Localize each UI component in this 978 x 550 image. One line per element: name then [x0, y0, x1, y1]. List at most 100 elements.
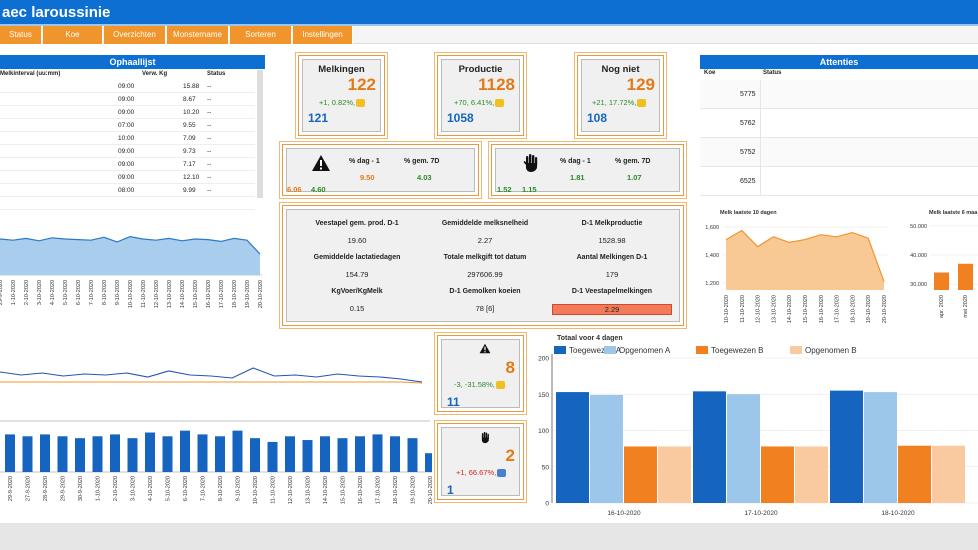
kg-cell: 9.73 — [183, 148, 196, 155]
bar — [40, 434, 50, 472]
thumbs-up-icon — [495, 99, 505, 108]
y-tick-label: 1,400 — [705, 253, 719, 259]
stat-value: 179 — [605, 270, 619, 279]
kg-cell: 8.67 — [183, 96, 196, 103]
interval-cell: 09:00 — [118, 83, 135, 90]
x-tick-label: 15-10-2020 — [193, 280, 199, 308]
bar — [180, 430, 190, 472]
bar — [390, 436, 400, 472]
interval-cell: 09:00 — [118, 148, 135, 155]
legend-swatch — [790, 346, 802, 354]
attentie-row[interactable]: 5762 — [700, 109, 978, 138]
table-row[interactable]: 07:00 9.55 -- — [0, 119, 255, 132]
stat-value: 297606.99 — [467, 270, 503, 279]
warning-value-b: 4.60 — [311, 185, 326, 194]
table-row[interactable]: 10:00 7.09 -- — [0, 132, 255, 145]
stat-label: Aantal Melkingen D-1 — [576, 254, 648, 261]
bar — [92, 436, 103, 472]
x-tick-label: 28-9-2020 — [43, 476, 49, 501]
menu-sorteren[interactable]: Sorteren — [230, 26, 292, 44]
column-melkinterval: Melkinterval (uu:mm) — [0, 71, 61, 77]
warning-value-a: 6.06 — [287, 185, 302, 194]
x-tick-label: 9-10-2020 — [115, 280, 121, 305]
x-tick-label: 12-10-2020 — [756, 295, 762, 323]
bar — [22, 436, 33, 472]
x-tick-label: 14-10-2020 — [180, 280, 186, 308]
column-koe: Koe — [704, 70, 716, 76]
menu-monstername[interactable]: Monstername — [167, 26, 229, 44]
stop-count-panel: 2 +1, 66.67%, 1 — [437, 423, 524, 500]
attentie-row[interactable]: 6525 — [700, 167, 978, 196]
x-tick-label: 17-10-2020 — [219, 280, 225, 308]
menu-status[interactable]: Status — [0, 26, 42, 44]
status-cell: -- — [207, 96, 212, 103]
bar — [232, 430, 243, 472]
bar — [5, 434, 15, 472]
daily-production-area-chart: 29-9-2020 1-10-2020 2-10-2020 3-10-2020 4-10… — [0, 235, 264, 308]
bar — [197, 434, 208, 472]
bar — [302, 440, 313, 472]
x-tick-label: 6-10-2020 — [76, 280, 82, 305]
chart-title: Melk laatste 6 maa — [929, 210, 978, 216]
attentie-row[interactable]: 5775 — [700, 80, 978, 109]
bar — [320, 436, 330, 472]
x-tick-label: 29-9-2020 — [61, 476, 67, 501]
x-tick-label: 30-9-2020 — [78, 476, 84, 501]
table-row[interactable]: 08:00 9.99 -- — [0, 184, 255, 197]
y-tick-label: 200 — [538, 356, 549, 363]
kpi-melkingen-title: Melkingen — [318, 64, 365, 75]
bar — [110, 434, 120, 472]
x-tick-label: 2-10-2020 — [113, 476, 119, 501]
menu-koe[interactable]: Koe — [43, 26, 103, 44]
bar — [864, 392, 897, 503]
interval-cell: 09:00 — [118, 161, 135, 168]
x-tick-label: 27-9-2020 — [26, 476, 32, 501]
x-tick-label: 17-10-2020 — [376, 476, 382, 504]
y-tick-label: 0 — [545, 501, 549, 508]
stop-7d-value: 1.07 — [627, 173, 642, 182]
table-row[interactable]: 09:00 10.20 -- — [0, 106, 255, 119]
series-line-0 — [0, 367, 423, 383]
x-tick-label: 7-10-2020 — [201, 476, 207, 501]
attentie-row[interactable]: 5752 — [700, 138, 978, 167]
x-tick-label: 1-10-2020 — [96, 476, 102, 501]
kg-cell: 10.20 — [183, 109, 200, 116]
x-tick-label: 5-10-2020 — [63, 280, 69, 305]
bar — [285, 436, 295, 472]
x-tick-label: 4-10-2020 — [50, 280, 56, 305]
thumbs-up-icon — [356, 99, 366, 108]
series-line-1 — [0, 381, 423, 384]
kg-cell: 9.55 — [183, 122, 196, 129]
stat-label: Gemiddelde lactatiedagen — [313, 254, 401, 261]
y-tick-label: 40.000 — [910, 253, 927, 259]
column-divider — [760, 138, 761, 167]
table-row[interactable]: 09:00 9.73 -- — [0, 145, 255, 158]
menu-instellingen[interactable]: Instellingen — [293, 26, 353, 44]
y-tick-label: 150 — [538, 392, 549, 399]
kpi-nog-niet-previous: 108 — [587, 111, 608, 125]
x-tick-label: 18-10-2020 — [393, 476, 399, 504]
table-row[interactable]: 09:00 12.10 -- — [0, 171, 255, 184]
x-tick-label: 20-10-2020 — [428, 476, 432, 504]
table-row[interactable] — [0, 197, 255, 210]
menu-overzichten[interactable]: Overzichten — [104, 26, 166, 44]
x-tick-label: 19-10-2020 — [411, 476, 417, 504]
legend-swatch — [696, 346, 708, 354]
stat-value: 1528.98 — [598, 236, 626, 245]
x-tick-label: 10-10-2020 — [128, 280, 134, 308]
table-row[interactable]: 09:00 7.17 -- — [0, 158, 255, 171]
stat-value: 2.27 — [477, 236, 493, 245]
thumbs-up-icon — [637, 99, 647, 108]
ophaallijst-scrollbar[interactable] — [257, 70, 263, 198]
kpi-melkingen-previous: 121 — [308, 111, 329, 125]
bar — [693, 391, 726, 503]
status-cell: -- — [207, 161, 212, 168]
x-tick-label: 20-10-2020 — [882, 295, 888, 323]
table-row[interactable]: 09:00 8.67 -- — [0, 93, 255, 106]
thumbs-up-icon — [495, 381, 505, 390]
x-tick-label: 4-10-2020 — [148, 476, 154, 501]
stop-count-previous: 1 — [447, 483, 454, 497]
table-row[interactable]: 09:00 15.88 -- — [0, 80, 255, 93]
interval-cell: 09:00 — [118, 96, 135, 103]
interval-cell: 09:00 — [118, 109, 135, 116]
